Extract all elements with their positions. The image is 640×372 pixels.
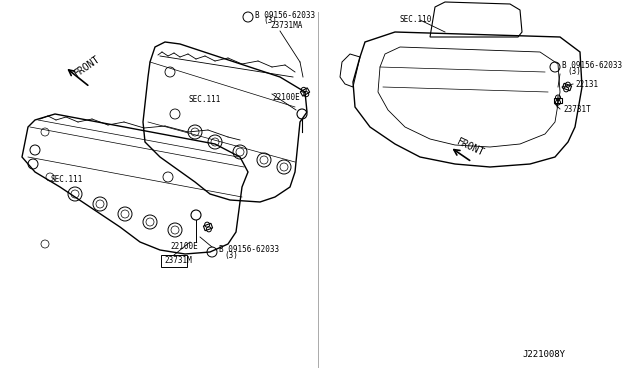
Text: SEC.111: SEC.111 xyxy=(189,95,221,104)
Text: 22131: 22131 xyxy=(575,80,598,89)
Text: 22100E: 22100E xyxy=(272,93,300,102)
Text: FRONT: FRONT xyxy=(455,137,486,158)
Text: SEC.110: SEC.110 xyxy=(400,15,433,24)
Text: J221008Y: J221008Y xyxy=(522,350,565,359)
Text: (3): (3) xyxy=(567,67,581,76)
FancyBboxPatch shape xyxy=(161,255,187,267)
Text: B 09156-62033: B 09156-62033 xyxy=(562,61,622,70)
Text: 23731MA: 23731MA xyxy=(270,21,302,30)
Text: (3): (3) xyxy=(224,251,238,260)
Text: FRONT: FRONT xyxy=(72,54,102,79)
Text: 22100E: 22100E xyxy=(170,242,198,251)
Text: 23731T: 23731T xyxy=(563,105,591,114)
Text: B 09156-62033: B 09156-62033 xyxy=(255,11,315,20)
Text: 23731M: 23731M xyxy=(164,256,192,265)
Text: (3): (3) xyxy=(263,16,277,25)
Text: B 09156-62033: B 09156-62033 xyxy=(219,245,279,254)
Text: SEC.111: SEC.111 xyxy=(50,175,83,184)
